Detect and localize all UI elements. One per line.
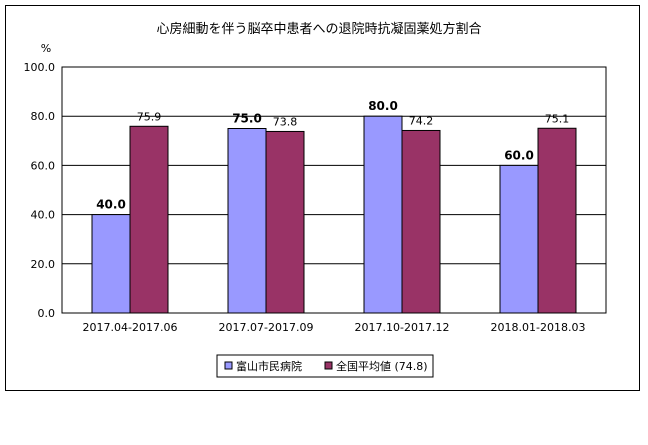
data-label: 74.2 xyxy=(409,114,434,127)
chart-title: 心房細動を伴う脳卒中患者への退院時抗凝固薬処方割合 xyxy=(156,21,481,37)
bar-series-1 xyxy=(499,164,539,314)
data-label: 73.8 xyxy=(273,115,298,128)
y-tick-label: 0.0 xyxy=(38,307,56,320)
data-label: 60.0 xyxy=(504,148,534,162)
bar-series-2 xyxy=(401,129,441,314)
bar-series-1 xyxy=(227,128,267,314)
data-label: 80.0 xyxy=(368,99,398,113)
bars xyxy=(91,115,577,314)
data-labels: 40.0 75.9 75.0 73.8 80.0 74.2 60.0 75.1 xyxy=(96,99,569,211)
x-tick-label: 2018.01-2018.03 xyxy=(491,321,586,334)
x-tick-label: 2017.04-2017.06 xyxy=(83,321,178,334)
y-tick-label: 40.0 xyxy=(31,209,56,222)
y-tick-label: 80.0 xyxy=(31,110,56,123)
legend: 富山市民病院 全国平均値 (74.8) xyxy=(216,354,434,378)
legend-label: 全国平均値 (74.8) xyxy=(336,359,428,373)
bar-series-1 xyxy=(363,115,403,314)
data-label: 75.9 xyxy=(137,110,162,123)
legend-swatch xyxy=(224,361,233,370)
x-tick-label: 2017.07-2017.09 xyxy=(219,321,314,334)
y-tick-label: 100.0 xyxy=(24,61,56,74)
y-axis-unit: % xyxy=(41,42,51,55)
axes: 0.0 20.0 40.0 60.0 80.0 100.0 2017.04-2017.06 2… xyxy=(24,61,607,334)
bar-series-2 xyxy=(129,125,169,314)
data-label: 75.0 xyxy=(232,112,262,126)
data-label: 75.1 xyxy=(545,112,570,125)
plot-border xyxy=(61,66,607,314)
y-tick-label: 20.0 xyxy=(31,258,56,271)
bar-series-2 xyxy=(265,130,305,314)
legend-swatch xyxy=(324,361,333,370)
x-tick-label: 2017.10-2017.12 xyxy=(355,321,450,334)
y-tick-label: 60.0 xyxy=(31,159,56,172)
bar-series-1 xyxy=(91,214,131,314)
chart-frame: 心房細動を伴う脳卒中患者への退院時抗凝固薬処方割合 % 0.0 20.0 40.0 6… xyxy=(5,5,640,391)
data-label: 40.0 xyxy=(96,198,126,212)
chart-svg: 心房細動を伴う脳卒中患者への退院時抗凝固薬処方割合 % 0.0 20.0 40.0 6… xyxy=(24,21,607,378)
legend-label: 富山市民病院 xyxy=(236,359,302,373)
bar-series-2 xyxy=(537,127,577,314)
